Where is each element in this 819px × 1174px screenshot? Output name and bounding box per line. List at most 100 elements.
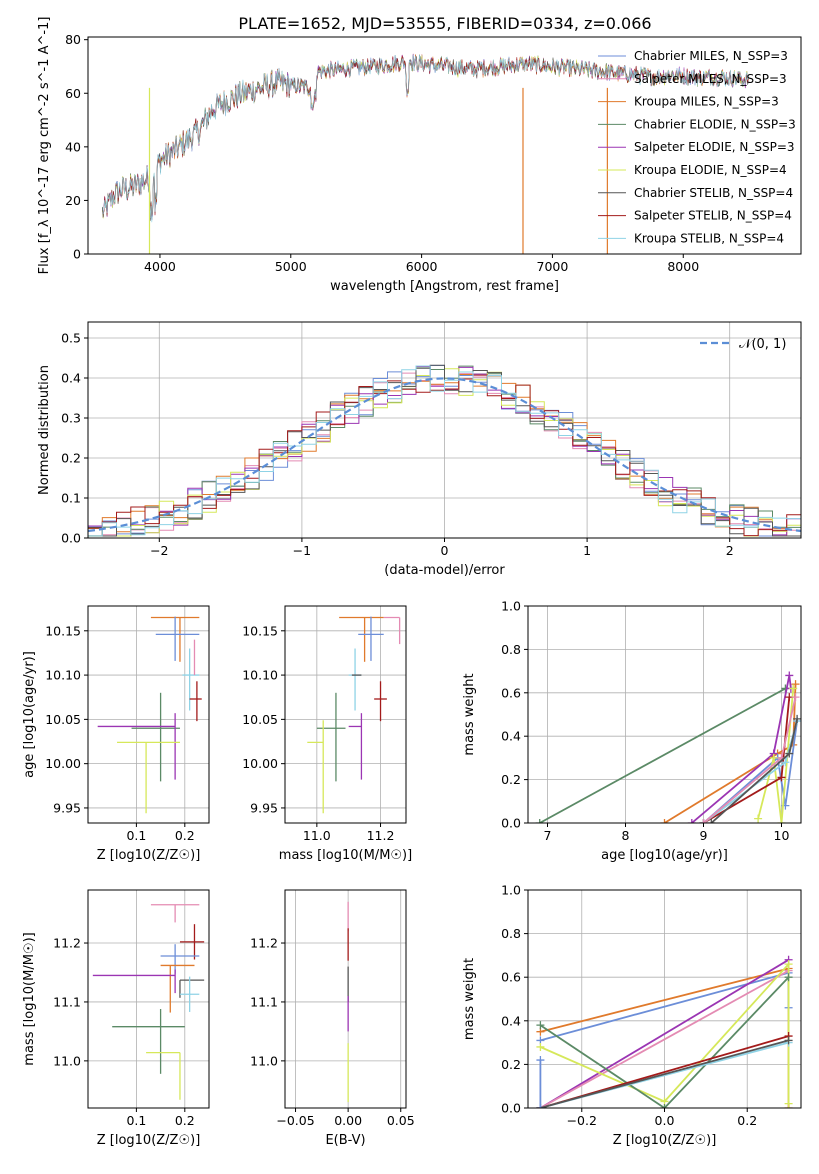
spectrum-axes: 4000 5000 6000 7000 8000 0 20 40 60 80 wavelength …	[37, 17, 699, 294]
age-vs-Z-axes: 0.1 0.2 9.95 10.00 10.05 10.10 10.15 Z [log10(Z…	[22, 606, 209, 863]
x-tick-label: 0.05	[387, 1113, 415, 1128]
y-tick-label: 11.2	[250, 936, 278, 951]
error-bar-point	[383, 616, 401, 645]
x-axis-label: (data-model)/error	[384, 563, 505, 578]
mass-vs-Z-axes: 0.1 0.2 11.0 11.1 11.2 Z [log10(Z/Z☉)] mass [l…	[22, 890, 209, 1148]
mass-weight-marker	[687, 819, 696, 823]
mass-weight-series	[536, 1056, 545, 1108]
error-bar-point	[179, 979, 205, 998]
y-tick-label: 11.1	[53, 994, 81, 1009]
legend-label: Kroupa MILES, N_SSP=3	[634, 95, 779, 109]
y-tick-label: 10.05	[242, 712, 278, 727]
x-axis-label: Z [log10(Z/Z☉)]	[613, 1133, 717, 1148]
legend-label: Chabrier ELODIE, N_SSP=3	[634, 117, 796, 131]
y-axis-label: Normed distribution	[37, 365, 52, 495]
mass-weight-series	[536, 973, 793, 1108]
age-vs-Z-frame	[87, 605, 210, 824]
mass-weight-series	[707, 714, 801, 823]
mass-weight-marker	[791, 693, 800, 702]
legend-label: Kroupa ELODIE, N_SSP=4	[634, 163, 787, 177]
y-tick-label: 0.0	[501, 1101, 521, 1116]
mass-weight-marker	[707, 819, 716, 823]
x-tick-label: 0.1	[126, 828, 146, 843]
x-tick-label: −0.2	[567, 1113, 597, 1128]
mass-weight-marker	[536, 1042, 545, 1051]
mass-weight-marker	[784, 973, 793, 982]
mass-weight-series	[687, 671, 795, 823]
y-tick-label: 10.10	[45, 668, 81, 683]
error-bar-point	[155, 616, 200, 661]
x-tick-label: 8000	[667, 259, 699, 274]
error-bar-point	[131, 692, 180, 782]
mass-weight-line	[539, 976, 790, 1108]
mass-weight-line	[539, 687, 786, 823]
mass-weight-marker	[793, 714, 801, 723]
x-tick-label: 0.2	[175, 1113, 195, 1128]
mass-weight-marker	[784, 1099, 793, 1108]
mass-weight-marker	[777, 819, 786, 823]
x-tick-label: 11.0	[303, 828, 331, 843]
x-axis-label: E(B-V)	[325, 1133, 365, 1148]
error-bar-point	[150, 904, 200, 923]
mass-weight-vs-age-plot-area	[535, 671, 801, 823]
x-tick-label: 0.2	[175, 828, 195, 843]
age-vs-Z-grid	[88, 606, 209, 823]
mass-vs-Z-frame	[87, 889, 210, 1109]
mass-weight-marker	[784, 960, 793, 969]
y-tick-label: 0.2	[501, 1057, 521, 1072]
mass-weight-marker	[791, 680, 800, 689]
x-tick-label: −2	[150, 543, 168, 558]
y-tick-label: 11.0	[250, 1053, 278, 1068]
residuals-frame	[87, 321, 802, 539]
x-tick-label: 7000	[537, 259, 569, 274]
x-axis-label: age [log10(age/yr)]	[601, 848, 728, 863]
x-tick-label: 7	[544, 828, 552, 843]
y-tick-label: 0.6	[501, 970, 521, 985]
y-axis-label: age [log10(age/yr)]	[22, 651, 37, 778]
x-tick-label: −1	[293, 543, 311, 558]
x-tick-label: 6000	[406, 259, 438, 274]
age-vs-mass-frame	[284, 605, 407, 824]
mass-weight-marker	[536, 1056, 545, 1065]
error-bar-point	[97, 713, 176, 780]
age-vs-Z-plot-area	[97, 616, 202, 814]
y-tick-label: 10.15	[45, 623, 81, 638]
y-tick-label: 10.15	[242, 623, 278, 638]
mass-weight-marker	[699, 819, 708, 823]
y-tick-label: 10.00	[242, 756, 278, 771]
spectrum-model-line	[102, 54, 749, 223]
age-vs-mass-grid	[285, 606, 406, 823]
y-tick-label: 0.0	[501, 816, 521, 831]
y-axis-label: Flux [f_λ 10^-17 erg cm^-2 s^-1 A^-1]	[37, 17, 52, 275]
y-tick-label: 0.4	[501, 1013, 521, 1028]
legend-label: Chabrier STELIB, N_SSP=4	[634, 186, 793, 200]
legend-label: Salpeter STELIB, N_SSP=4	[634, 209, 792, 223]
error-bar-point	[348, 648, 362, 711]
age-vs-mass-plot-area	[307, 616, 401, 814]
x-axis-label: Z [log10(Z/Z☉)]	[97, 1133, 201, 1148]
mass-weight-marker	[785, 671, 794, 680]
error-bar-point	[117, 741, 180, 814]
x-tick-label: 5000	[275, 259, 307, 274]
y-axis-label: mass weight	[462, 673, 477, 755]
y-tick-label: 60	[65, 86, 81, 101]
error-bar-point	[316, 692, 346, 782]
mass-weight-marker	[660, 1104, 669, 1108]
y-tick-label: 1.0	[501, 599, 521, 614]
y-axis-label: mass [log10(M/M☉)]	[22, 932, 37, 1065]
mass-weight-marker	[777, 773, 786, 782]
mass-vs-EBV-axes: −0.05 0.00 0.05 11.0 11.1 11.2 E(B-V)	[250, 890, 415, 1148]
y-tick-label: 0.5	[61, 331, 81, 346]
mass-weight-marker	[789, 684, 798, 693]
mass-weight-line	[702, 720, 798, 823]
error-bar-point	[92, 969, 176, 994]
x-tick-label: 2	[726, 543, 734, 558]
residuals-plot-area	[88, 364, 801, 537]
y-tick-label: 11.2	[53, 936, 81, 951]
residuals-legend: 𝒩(0, 1)	[700, 337, 786, 352]
x-tick-label: 1	[583, 543, 591, 558]
mass-weight-series	[535, 684, 790, 823]
y-tick-label: 1.0	[501, 883, 521, 898]
y-tick-label: 0.2	[61, 451, 81, 466]
y-tick-label: 0.1	[61, 491, 81, 506]
